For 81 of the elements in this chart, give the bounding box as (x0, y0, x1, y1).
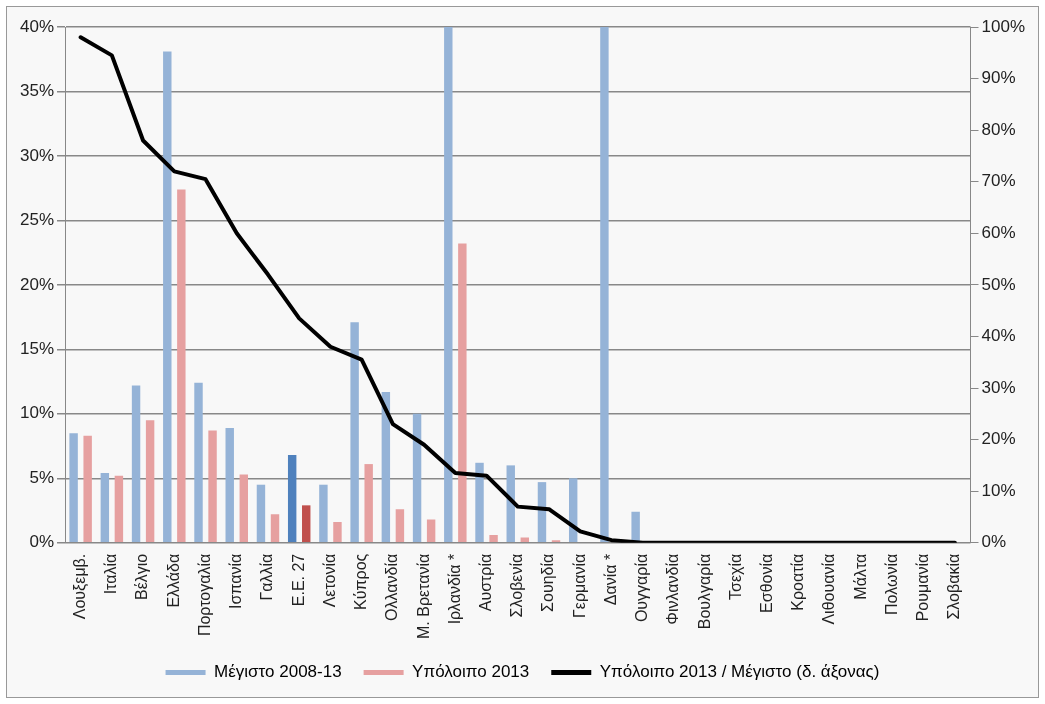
bar (83, 435, 92, 542)
bar (489, 534, 498, 542)
bar (194, 382, 203, 542)
y2-tick-label: 90% (981, 68, 1016, 88)
y2-tick-label: 50% (981, 274, 1016, 294)
bar (163, 51, 172, 542)
y-tick-label: 15% (19, 339, 55, 359)
legend-label: Υπόλοιπο 2013 / Μέγιστο (δ. άξονας) (599, 662, 880, 682)
y2-tick-label: 0% (981, 532, 1007, 552)
bar (69, 433, 78, 542)
y-tick-label: 30% (19, 145, 55, 165)
bar (100, 473, 110, 542)
bar (177, 189, 186, 542)
y2-tick-label: 70% (981, 171, 1016, 191)
y2-tick-label: 10% (981, 480, 1016, 500)
bar (319, 484, 328, 542)
x-tick-label: Ε.Ε. 27 (289, 553, 307, 607)
bar (270, 514, 280, 542)
bar (131, 385, 141, 542)
bar (426, 519, 436, 542)
bar (239, 474, 248, 542)
y2-tick-label: 60% (981, 222, 1016, 242)
x-tick-label: Λουξεμβ. (71, 553, 90, 620)
x-tick-label: Σουηδία (539, 553, 557, 612)
y2-tick-label: 30% (981, 377, 1016, 397)
x-tick-label: Δανία * (601, 553, 619, 606)
y-tick-label: 20% (19, 274, 55, 294)
x-tick-label: Ιταλία (102, 553, 120, 595)
y2-tick-label: 80% (981, 119, 1016, 139)
legend-label: Μέγιστο 2008-13 (214, 662, 342, 682)
bar (444, 27, 453, 542)
y-tick-label: 5% (29, 467, 55, 487)
bar (364, 464, 373, 542)
bar (225, 427, 234, 542)
y-tick-label: 35% (19, 81, 55, 101)
x-tick-label: Μ. Βρετανία (414, 553, 432, 640)
x-tick-label: Βέλγιο (133, 553, 151, 600)
x-tick-label: Μάλτα (851, 553, 869, 600)
y2-tick-label: 20% (981, 429, 1016, 449)
x-tick-label: Ρουμανία (914, 553, 932, 622)
x-tick-label: Βουλγαρία (695, 553, 713, 630)
x-tick-label: Τσεχία (726, 553, 744, 600)
y-tick-label: 0% (29, 532, 55, 552)
y2-tick-label: 40% (981, 326, 1016, 346)
y2-tick-label: 100% (981, 16, 1025, 36)
x-tick-label: Γαλλία (258, 553, 276, 601)
bar (333, 522, 342, 542)
x-tick-label: Φινλανδία (664, 553, 682, 625)
x-tick-label: Ελλάδα (164, 553, 182, 608)
bar (600, 27, 609, 542)
bar (287, 455, 297, 542)
bar (475, 462, 484, 542)
bar (302, 505, 311, 542)
x-tick-label: Αυστρία (476, 553, 494, 612)
bar (145, 420, 155, 542)
x-tick-label: Γερμανία (570, 553, 588, 619)
x-tick-label: Σλοβενία (508, 553, 526, 618)
bar (350, 322, 359, 542)
x-tick-label: Πολωνία (882, 553, 900, 615)
y-tick-label: 25% (19, 210, 55, 230)
x-tick-label: Κύπρος (352, 553, 370, 610)
bar (412, 413, 422, 542)
bar (458, 243, 467, 542)
bar (256, 484, 266, 542)
y-tick-label: 10% (19, 403, 55, 423)
x-tick-label: Ιρλανδία * (445, 553, 463, 625)
x-tick-label: Λιθουανία (820, 553, 838, 625)
x-tick-label: Κροατία (789, 553, 807, 611)
x-tick-label: Ολλανδία (383, 553, 401, 621)
x-tick-label: Ισπανία (227, 553, 245, 609)
x-tick-label: Λετονία (320, 553, 338, 608)
bar (208, 430, 217, 542)
x-tick-label: Πορτογαλία (195, 553, 213, 637)
y-tick-label: 40% (19, 16, 55, 36)
x-tick-label: Ουγγαρία (633, 553, 651, 623)
bar (114, 475, 124, 542)
x-tick-label: Εσθονία (757, 553, 775, 613)
bar (395, 509, 405, 542)
legend-label: Υπόλοιπο 2013 (412, 662, 530, 682)
bar (631, 511, 640, 542)
x-tick-label: Σλοβακία (945, 553, 963, 620)
